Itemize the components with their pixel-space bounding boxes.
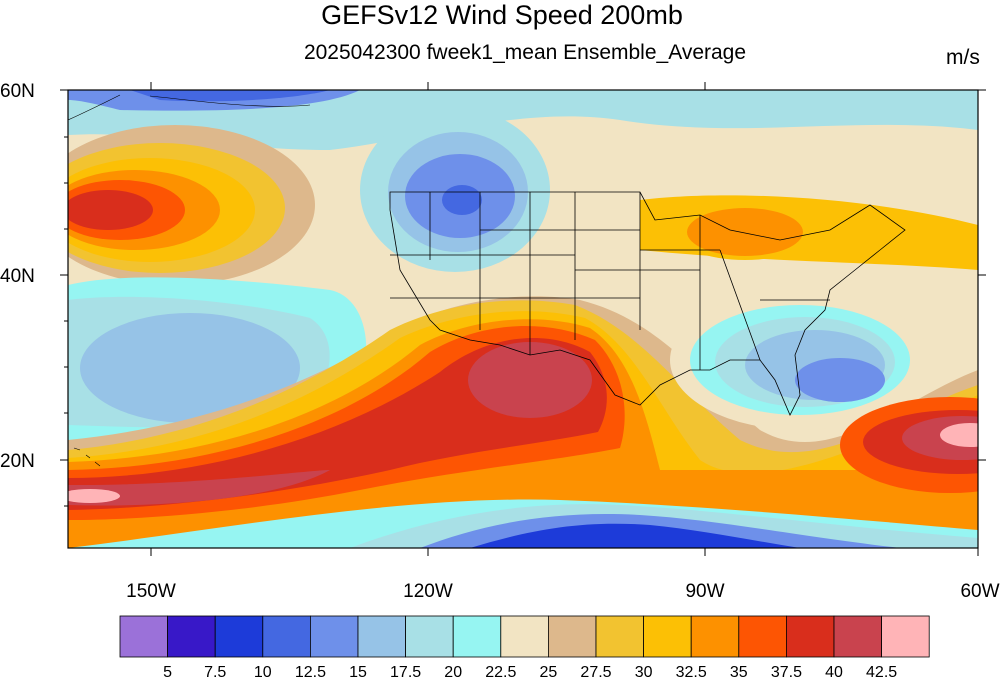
- colorbar-swatch: [548, 615, 597, 658]
- colorbar-swatch: [405, 615, 454, 658]
- colorbar-label: 10: [254, 664, 272, 681]
- contour-nw-low-core: [442, 185, 482, 215]
- colorbar-swatch: [214, 615, 264, 658]
- contour-se-low-core: [795, 358, 885, 402]
- colorbar-swatch: [833, 615, 882, 658]
- colorbar-swatch: [595, 615, 644, 658]
- colorbar-label: 30: [635, 664, 653, 681]
- contour-atl-jet-core: [940, 423, 978, 447]
- colorbar-swatch: [786, 615, 835, 658]
- colorbar-swatch: [452, 615, 502, 658]
- colorbar-label: 15: [349, 664, 367, 681]
- colorbar-label: 20: [444, 664, 462, 681]
- chart-subtitle: 2025042300 fweek1_mean Ensemble_Average: [303, 41, 747, 64]
- lat-label-40n: 40N: [0, 266, 35, 287]
- contour-north-low-core: [130, 90, 330, 102]
- colorbar-label: 35: [730, 664, 748, 681]
- colorbar-swatch: [881, 615, 930, 658]
- colorbar-label: 12.5: [295, 664, 326, 681]
- colorbar-swatch: [738, 615, 787, 658]
- contour-stj-max-west: [68, 489, 120, 503]
- lon-label-60w: 60W: [960, 581, 999, 602]
- colorbar-label: 25: [540, 664, 558, 681]
- coastlines: [68, 94, 311, 467]
- colorbar: 5 7.5 10 12.5 15 17.5 20 22.5 25 27.5 30 32.5 35 37.5…: [119, 615, 930, 681]
- contour-npac-jet-core: [68, 190, 153, 230]
- colorbar-label: 40: [825, 664, 843, 681]
- units-label: m/s: [946, 46, 980, 69]
- contour-cpac-low-core: [80, 313, 300, 423]
- lat-tick-marks: [60, 89, 986, 507]
- colorbar-swatch: [500, 615, 549, 658]
- contour-tropical-low-core: [470, 523, 800, 548]
- colorbar-label: 22.5: [485, 664, 516, 681]
- colorbar-swatch: [357, 615, 406, 658]
- colorbar-swatch: [262, 615, 311, 658]
- colorbar-label: 37.5: [771, 664, 802, 681]
- colorbar-label: 27.5: [580, 664, 611, 681]
- colorbar-label: 7.5: [204, 664, 226, 681]
- contour-stj-core-texas: [468, 342, 592, 418]
- colorbar-swatch: [119, 615, 168, 658]
- chart-title: GEFSv12 Wind Speed 200mb: [321, 0, 683, 30]
- us-state-boundaries: [389, 191, 906, 416]
- lat-label-60n: 60N: [0, 81, 35, 102]
- lon-label-150w: 150W: [126, 581, 176, 602]
- colorbar-label: 42.5: [866, 664, 897, 681]
- colorbar-swatch: [309, 615, 359, 658]
- colorbar-label: 5: [163, 664, 172, 681]
- colorbar-swatch: [643, 615, 692, 658]
- contour-ne-jet-core: [687, 208, 803, 256]
- map-frame: [67, 89, 979, 549]
- colorbar-swatch: [690, 615, 740, 658]
- colorbar-label: 32.5: [676, 664, 707, 681]
- colorbar-swatch: [167, 615, 216, 658]
- lat-label-20n: 20N: [0, 451, 35, 472]
- wind-speed-field: [68, 90, 978, 548]
- contour-stj-core-west: [68, 470, 330, 506]
- lon-tick-marks: [150, 82, 979, 556]
- lon-label-120w: 120W: [403, 581, 453, 602]
- lon-label-90w: 90W: [685, 581, 724, 602]
- colorbar-label: 17.5: [390, 664, 421, 681]
